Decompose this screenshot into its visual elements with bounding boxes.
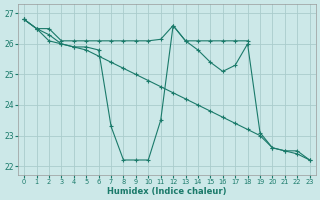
- X-axis label: Humidex (Indice chaleur): Humidex (Indice chaleur): [107, 187, 227, 196]
